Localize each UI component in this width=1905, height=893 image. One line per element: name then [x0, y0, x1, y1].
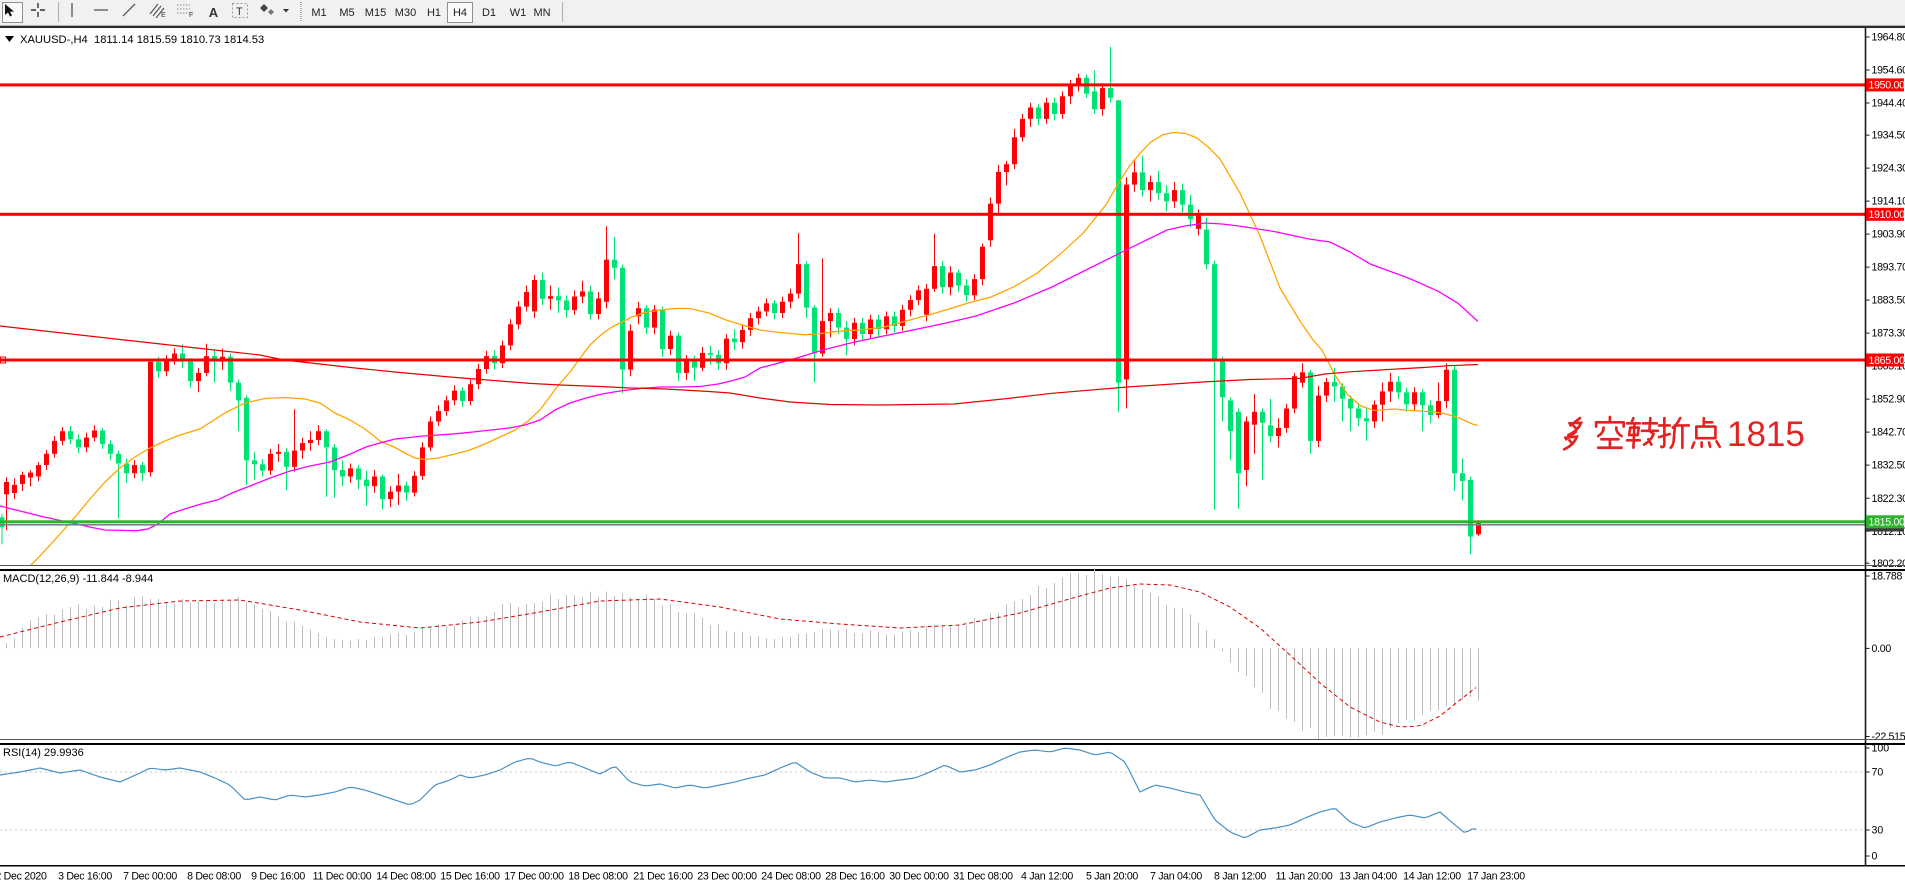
svg-text:2 Dec 2020: 2 Dec 2020	[0, 871, 47, 883]
svg-text:14 Dec 08:00: 14 Dec 08:00	[376, 871, 436, 883]
svg-text:17 Jan 23:00: 17 Jan 23:00	[1467, 871, 1525, 883]
svg-text:5 Jan 20:00: 5 Jan 20:00	[1086, 871, 1138, 883]
svg-text:1832.50: 1832.50	[1872, 460, 1905, 472]
svg-text:1893.70: 1893.70	[1872, 262, 1905, 274]
svg-text:17 Dec 00:00: 17 Dec 00:00	[504, 871, 564, 883]
svg-text:13 Jan 04:00: 13 Jan 04:00	[1339, 871, 1397, 883]
svg-text:1873.30: 1873.30	[1872, 328, 1905, 340]
svg-text:31 Dec 08:00: 31 Dec 08:00	[953, 871, 1013, 883]
svg-text:1924.30: 1924.30	[1872, 163, 1905, 175]
svg-text:11 Dec 00:00: 11 Dec 00:00	[313, 871, 372, 883]
svg-text:1883.50: 1883.50	[1872, 295, 1905, 307]
svg-text:21 Dec 16:00: 21 Dec 16:00	[633, 871, 693, 883]
svg-text:28 Dec 16:00: 28 Dec 16:00	[825, 871, 885, 883]
svg-text:-22.515: -22.515	[1872, 731, 1905, 743]
svg-text:F: F	[189, 12, 193, 18]
svg-text:9 Dec 16:00: 9 Dec 16:00	[251, 871, 305, 883]
svg-text:1914.10: 1914.10	[1872, 196, 1905, 208]
svg-text:30: 30	[1872, 825, 1884, 837]
svg-text:24 Dec 08:00: 24 Dec 08:00	[761, 871, 821, 883]
svg-text:T: T	[236, 6, 243, 18]
svg-text:XAUUSD-,H4 1811.14 1815.59 18: XAUUSD-,H4 1811.14 1815.59 1810.73 1814.…	[20, 34, 264, 46]
svg-text:18 Dec 08:00: 18 Dec 08:00	[568, 871, 628, 883]
svg-text:11 Jan 20:00: 11 Jan 20:00	[1276, 871, 1333, 883]
svg-text:30 Dec 00:00: 30 Dec 00:00	[889, 871, 949, 883]
svg-text:1822.30: 1822.30	[1872, 493, 1905, 505]
svg-text:1842.70: 1842.70	[1872, 427, 1905, 439]
svg-text:RSI(14) 29.9936: RSI(14) 29.9936	[3, 747, 84, 759]
svg-text:1954.60: 1954.60	[1872, 65, 1905, 77]
svg-text:14 Jan 12:00: 14 Jan 12:00	[1403, 871, 1461, 883]
svg-text:1910.00: 1910.00	[1869, 209, 1905, 221]
svg-text:4 Jan 12:00: 4 Jan 12:00	[1021, 871, 1073, 883]
svg-text:MACD(12,26,9) -11.844 -8.944: MACD(12,26,9) -11.844 -8.944	[3, 573, 153, 585]
svg-text:1852.90: 1852.90	[1872, 394, 1905, 406]
svg-text:7 Dec 00:00: 7 Dec 00:00	[123, 871, 177, 883]
svg-text:1950.00: 1950.00	[1869, 80, 1905, 92]
svg-text:1865.00: 1865.00	[1869, 355, 1905, 367]
svg-text:18.788: 18.788	[1872, 571, 1903, 583]
svg-text:3 Dec 16:00: 3 Dec 16:00	[58, 871, 112, 883]
svg-text:100: 100	[1872, 743, 1890, 755]
svg-text:1802.20: 1802.20	[1872, 558, 1905, 570]
svg-text:1815: 1815	[1727, 415, 1805, 454]
svg-text:0: 0	[1872, 851, 1878, 863]
svg-text:1934.50: 1934.50	[1872, 130, 1905, 142]
svg-text:E: E	[161, 12, 166, 18]
svg-text:8 Dec 08:00: 8 Dec 08:00	[187, 871, 241, 883]
svg-text:70: 70	[1872, 767, 1884, 779]
svg-text:0.00: 0.00	[1872, 643, 1892, 655]
svg-text:15 Dec 16:00: 15 Dec 16:00	[440, 871, 500, 883]
svg-text:1964.80: 1964.80	[1872, 32, 1905, 44]
svg-text:1944.40: 1944.40	[1872, 98, 1905, 110]
svg-text:1903.90: 1903.90	[1872, 229, 1905, 241]
svg-text:23 Dec 00:00: 23 Dec 00:00	[697, 871, 757, 883]
svg-text:8 Jan 12:00: 8 Jan 12:00	[1214, 871, 1266, 883]
svg-text:1815.00: 1815.00	[1869, 517, 1905, 529]
svg-text:7 Jan 04:00: 7 Jan 04:00	[1150, 871, 1202, 883]
